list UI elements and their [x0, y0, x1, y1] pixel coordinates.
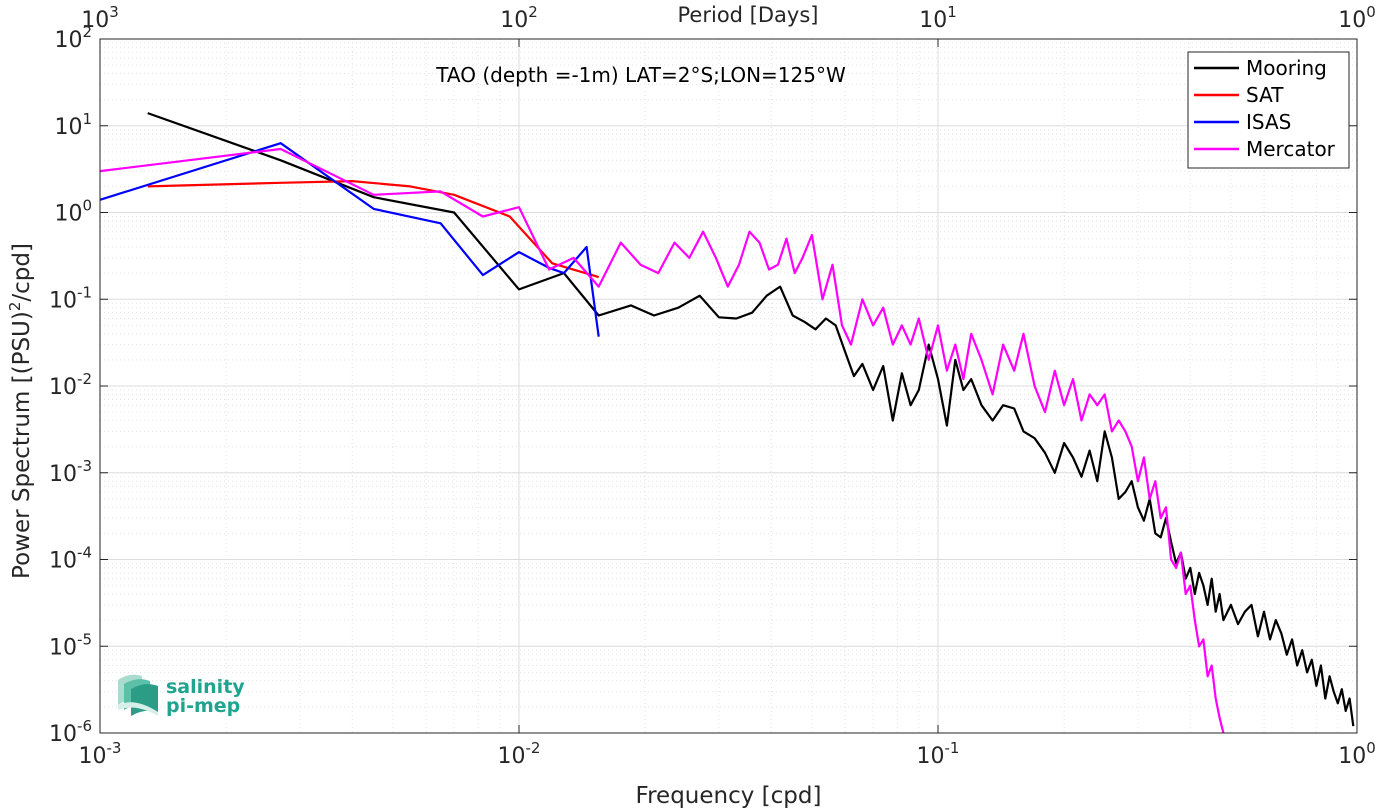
top-x-axis-label: Period [Days]	[678, 3, 819, 27]
y-axis-label-main: Power Spectrum [(PSU)	[9, 311, 35, 579]
legend-label-mooring: Mooring	[1246, 56, 1327, 80]
y-tick-label: 10-3	[49, 457, 92, 487]
y-tick-label: 10-4	[49, 544, 92, 574]
x-tick-label: 10-2	[498, 739, 541, 769]
legend: Mooring SAT ISAS Mercator	[1187, 51, 1350, 169]
logo-text-salinity: salinity	[166, 676, 245, 698]
top-x-tick-label: 102	[500, 3, 538, 33]
y-tick-label: 10-5	[49, 630, 92, 660]
legend-label-mercator: Mercator	[1246, 137, 1336, 161]
x-tick-label: 100	[1338, 739, 1376, 769]
x-tick-label: 10-1	[917, 739, 960, 769]
logo-mark-icon	[118, 674, 158, 716]
top-x-tick-label: 100	[1338, 3, 1376, 33]
top-x-tick-label: 103	[81, 3, 119, 33]
y-tick-label: 10-1	[49, 283, 92, 313]
legend-label-isas: ISAS	[1246, 110, 1291, 134]
logo-text-pi-mep: pi-mep	[166, 695, 240, 717]
series-line-mooring	[147, 112, 1355, 727]
series-line-sat	[147, 180, 600, 279]
legend-label-sat: SAT	[1246, 83, 1284, 107]
x-tick-label: 10-3	[79, 739, 122, 769]
y-axis-label-exponent: 2	[6, 302, 24, 312]
series-line-mercator	[99, 147, 1225, 734]
series-layer	[99, 112, 1355, 734]
y-tick-label: 100	[54, 197, 92, 227]
y-tick-label: 10-6	[49, 717, 92, 747]
top-x-tick-label: 101	[919, 3, 957, 33]
grid-lines	[99, 39, 1357, 734]
y-tick-label: 10-2	[49, 370, 92, 400]
y-axis-label-tail: /cpd]	[9, 243, 35, 302]
y-axis-label: Power Spectrum [(PSU)2/cpd]	[6, 243, 35, 579]
y-tick-label: 101	[54, 110, 92, 140]
chart-title: TAO (depth =-1m) LAT=2°S;LON=125°W	[435, 63, 846, 87]
y-tick-label: 102	[54, 23, 92, 53]
x-axis-label: Frequency [cpd]	[636, 783, 822, 809]
salinity-pi-mep-logo: salinity pi-mep	[118, 674, 245, 717]
